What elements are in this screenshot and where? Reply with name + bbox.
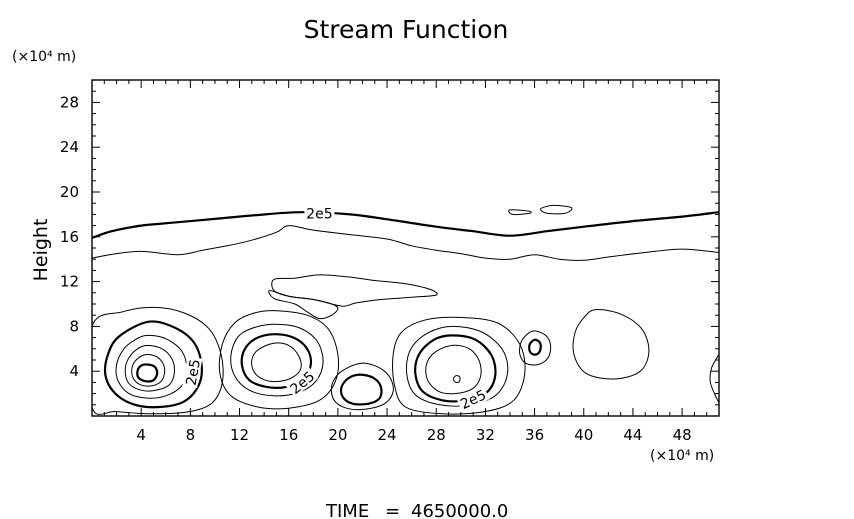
contour-label-bg [285, 366, 319, 398]
contour-line [136, 363, 159, 383]
contour-line [131, 353, 166, 387]
contour-label-text: 2e5 [184, 358, 204, 387]
y-tick-label: 16 [60, 228, 79, 246]
x-tick-label: 40 [574, 426, 593, 444]
x-axis-unit-label: (×10⁴ m) [650, 448, 714, 464]
contour-line [92, 211, 719, 239]
x-tick-label: 20 [328, 426, 347, 444]
y-axis-label: Height [30, 219, 52, 282]
contour-line [452, 375, 461, 384]
x-tick-label: 32 [476, 426, 495, 444]
x-tick-label: 16 [279, 426, 298, 444]
contour-line [230, 323, 324, 397]
x-tick-label: 36 [525, 426, 544, 444]
contour-line [115, 334, 188, 399]
contour-line [709, 354, 719, 403]
contour-line [518, 330, 552, 366]
contour-line [572, 309, 650, 380]
contour-label: 2e5 [304, 205, 335, 222]
contour-line [405, 325, 509, 407]
contour-label: 2e5 [285, 366, 319, 398]
contour-line [339, 373, 383, 406]
contour-label-bg [304, 205, 335, 221]
contour-line [425, 344, 482, 395]
y-tick-label: 4 [69, 362, 79, 380]
y-tick-label: 8 [69, 317, 79, 335]
x-tick-label: 24 [378, 426, 397, 444]
x-tick-label: 28 [427, 426, 446, 444]
contour-label-bg [456, 385, 490, 412]
contour-line [251, 342, 302, 383]
time-label: TIME [325, 501, 369, 519]
contour-line [540, 204, 573, 215]
contour-line [392, 316, 526, 415]
y-tick-label: 20 [60, 183, 79, 201]
contour-label: 2e5 [182, 356, 204, 389]
plot-frame [91, 79, 720, 417]
contour-line [124, 344, 175, 392]
y-axis-unit-label: (×10⁴ m) [12, 49, 76, 65]
chart-title: Stream Function [304, 15, 509, 44]
x-tick-label: 8 [186, 426, 196, 444]
contour-line [218, 310, 339, 410]
x-tick-label: 12 [230, 426, 249, 444]
x-tick-label: 4 [136, 426, 146, 444]
contour-lines [92, 204, 719, 415]
y-tick-label: 24 [60, 138, 79, 156]
x-tick-label: 48 [673, 426, 692, 444]
time-value: 4650000.0 [411, 501, 508, 519]
contour-line [103, 320, 203, 409]
contour-line [528, 338, 542, 356]
contour-line [240, 333, 313, 389]
time-equals: = [385, 501, 400, 519]
contour-label-text: 2e5 [306, 206, 332, 222]
contour-line [271, 274, 438, 307]
contour-line [330, 362, 394, 411]
y-tick-label: 28 [60, 93, 79, 111]
contour-label-bg [182, 356, 203, 389]
contour-line [508, 209, 532, 216]
y-tick-label: 12 [60, 273, 79, 291]
contour-line [414, 334, 497, 403]
contour-line [92, 225, 719, 261]
x-tick-label: 44 [623, 426, 642, 444]
